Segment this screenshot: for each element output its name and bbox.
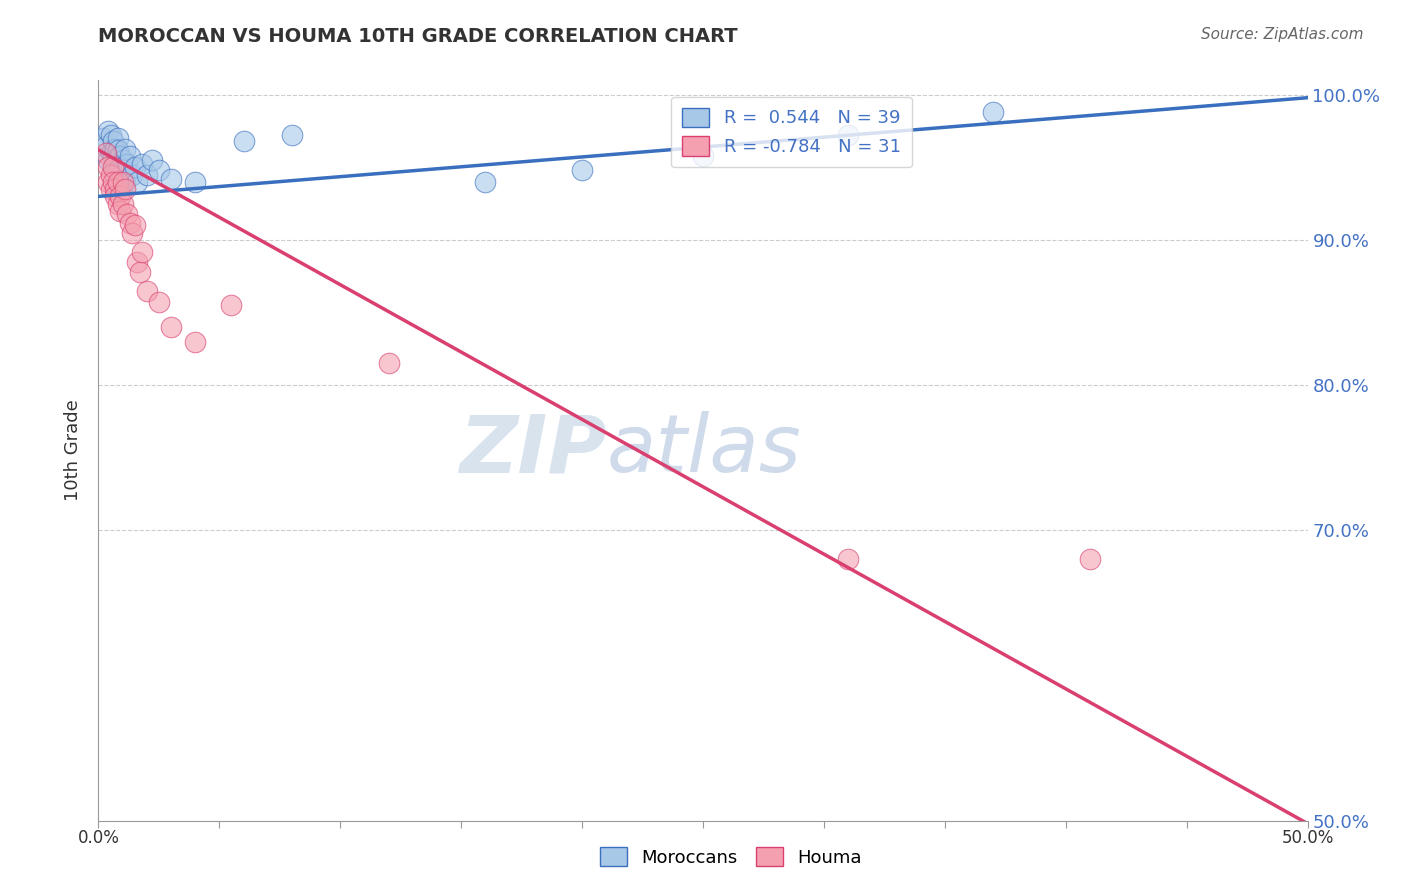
Point xyxy=(101,149,124,163)
Text: ZIP: ZIP xyxy=(458,411,606,490)
Legend: R =  0.544   N = 39, R = -0.784   N = 31: R = 0.544 N = 39, R = -0.784 N = 31 xyxy=(672,96,911,167)
Point xyxy=(114,141,136,155)
Point xyxy=(111,175,134,189)
Point xyxy=(692,149,714,163)
Point xyxy=(108,189,131,203)
Point xyxy=(141,153,163,168)
Point xyxy=(97,175,120,189)
Point xyxy=(131,244,153,259)
Point xyxy=(97,161,120,175)
Point xyxy=(232,134,254,148)
Point xyxy=(184,175,207,189)
Point xyxy=(104,189,127,203)
Point xyxy=(104,168,127,182)
Point xyxy=(127,254,149,268)
Point xyxy=(131,157,153,171)
Point xyxy=(107,143,129,157)
Point xyxy=(117,207,139,221)
Point xyxy=(91,131,114,145)
Point xyxy=(97,124,120,138)
Point xyxy=(114,175,136,189)
Legend: Moroccans, Houma: Moroccans, Houma xyxy=(593,840,869,874)
Point xyxy=(114,182,136,196)
Point xyxy=(94,138,117,153)
Point xyxy=(100,145,122,160)
Point xyxy=(135,168,157,182)
Point xyxy=(135,284,157,298)
Text: 50.0%: 50.0% xyxy=(1281,830,1334,847)
Point xyxy=(94,145,117,160)
Text: 0.0%: 0.0% xyxy=(77,830,120,847)
Point xyxy=(148,163,170,178)
Point xyxy=(118,215,141,229)
Point xyxy=(127,175,149,189)
Text: Source: ZipAtlas.com: Source: ZipAtlas.com xyxy=(1201,27,1364,42)
Point xyxy=(128,265,150,279)
Point xyxy=(837,128,859,143)
Point xyxy=(100,168,122,182)
Y-axis label: 10th Grade: 10th Grade xyxy=(65,400,83,501)
Point xyxy=(108,161,131,175)
Point xyxy=(1078,552,1101,566)
Point xyxy=(108,175,131,189)
Text: atlas: atlas xyxy=(606,411,801,490)
Point xyxy=(160,320,183,334)
Point xyxy=(121,226,143,240)
Point xyxy=(148,295,170,310)
Point xyxy=(111,163,134,178)
Point xyxy=(101,161,124,175)
Point xyxy=(108,203,131,218)
Point xyxy=(124,219,146,233)
Point xyxy=(121,168,143,182)
Point xyxy=(107,196,129,211)
Point xyxy=(474,175,496,189)
Point xyxy=(100,128,122,143)
Point xyxy=(124,161,146,175)
Point xyxy=(281,128,304,143)
Point xyxy=(981,105,1004,120)
Point xyxy=(184,334,207,349)
Text: MOROCCAN VS HOUMA 10TH GRADE CORRELATION CHART: MOROCCAN VS HOUMA 10TH GRADE CORRELATION… xyxy=(98,27,738,45)
Point xyxy=(221,298,243,312)
Point xyxy=(111,153,134,168)
Point xyxy=(101,175,124,189)
Point xyxy=(118,149,141,163)
Point xyxy=(837,552,859,566)
Point xyxy=(571,163,593,178)
Point xyxy=(104,182,127,196)
Point xyxy=(100,182,122,196)
Point xyxy=(107,149,129,163)
Point xyxy=(104,157,127,171)
Point xyxy=(104,141,127,155)
Point xyxy=(97,153,120,168)
Point xyxy=(107,175,129,189)
Point xyxy=(107,131,129,145)
Point xyxy=(101,134,124,148)
Point xyxy=(108,149,131,163)
Point xyxy=(160,172,183,186)
Point xyxy=(111,196,134,211)
Point xyxy=(117,157,139,171)
Point xyxy=(377,356,399,370)
